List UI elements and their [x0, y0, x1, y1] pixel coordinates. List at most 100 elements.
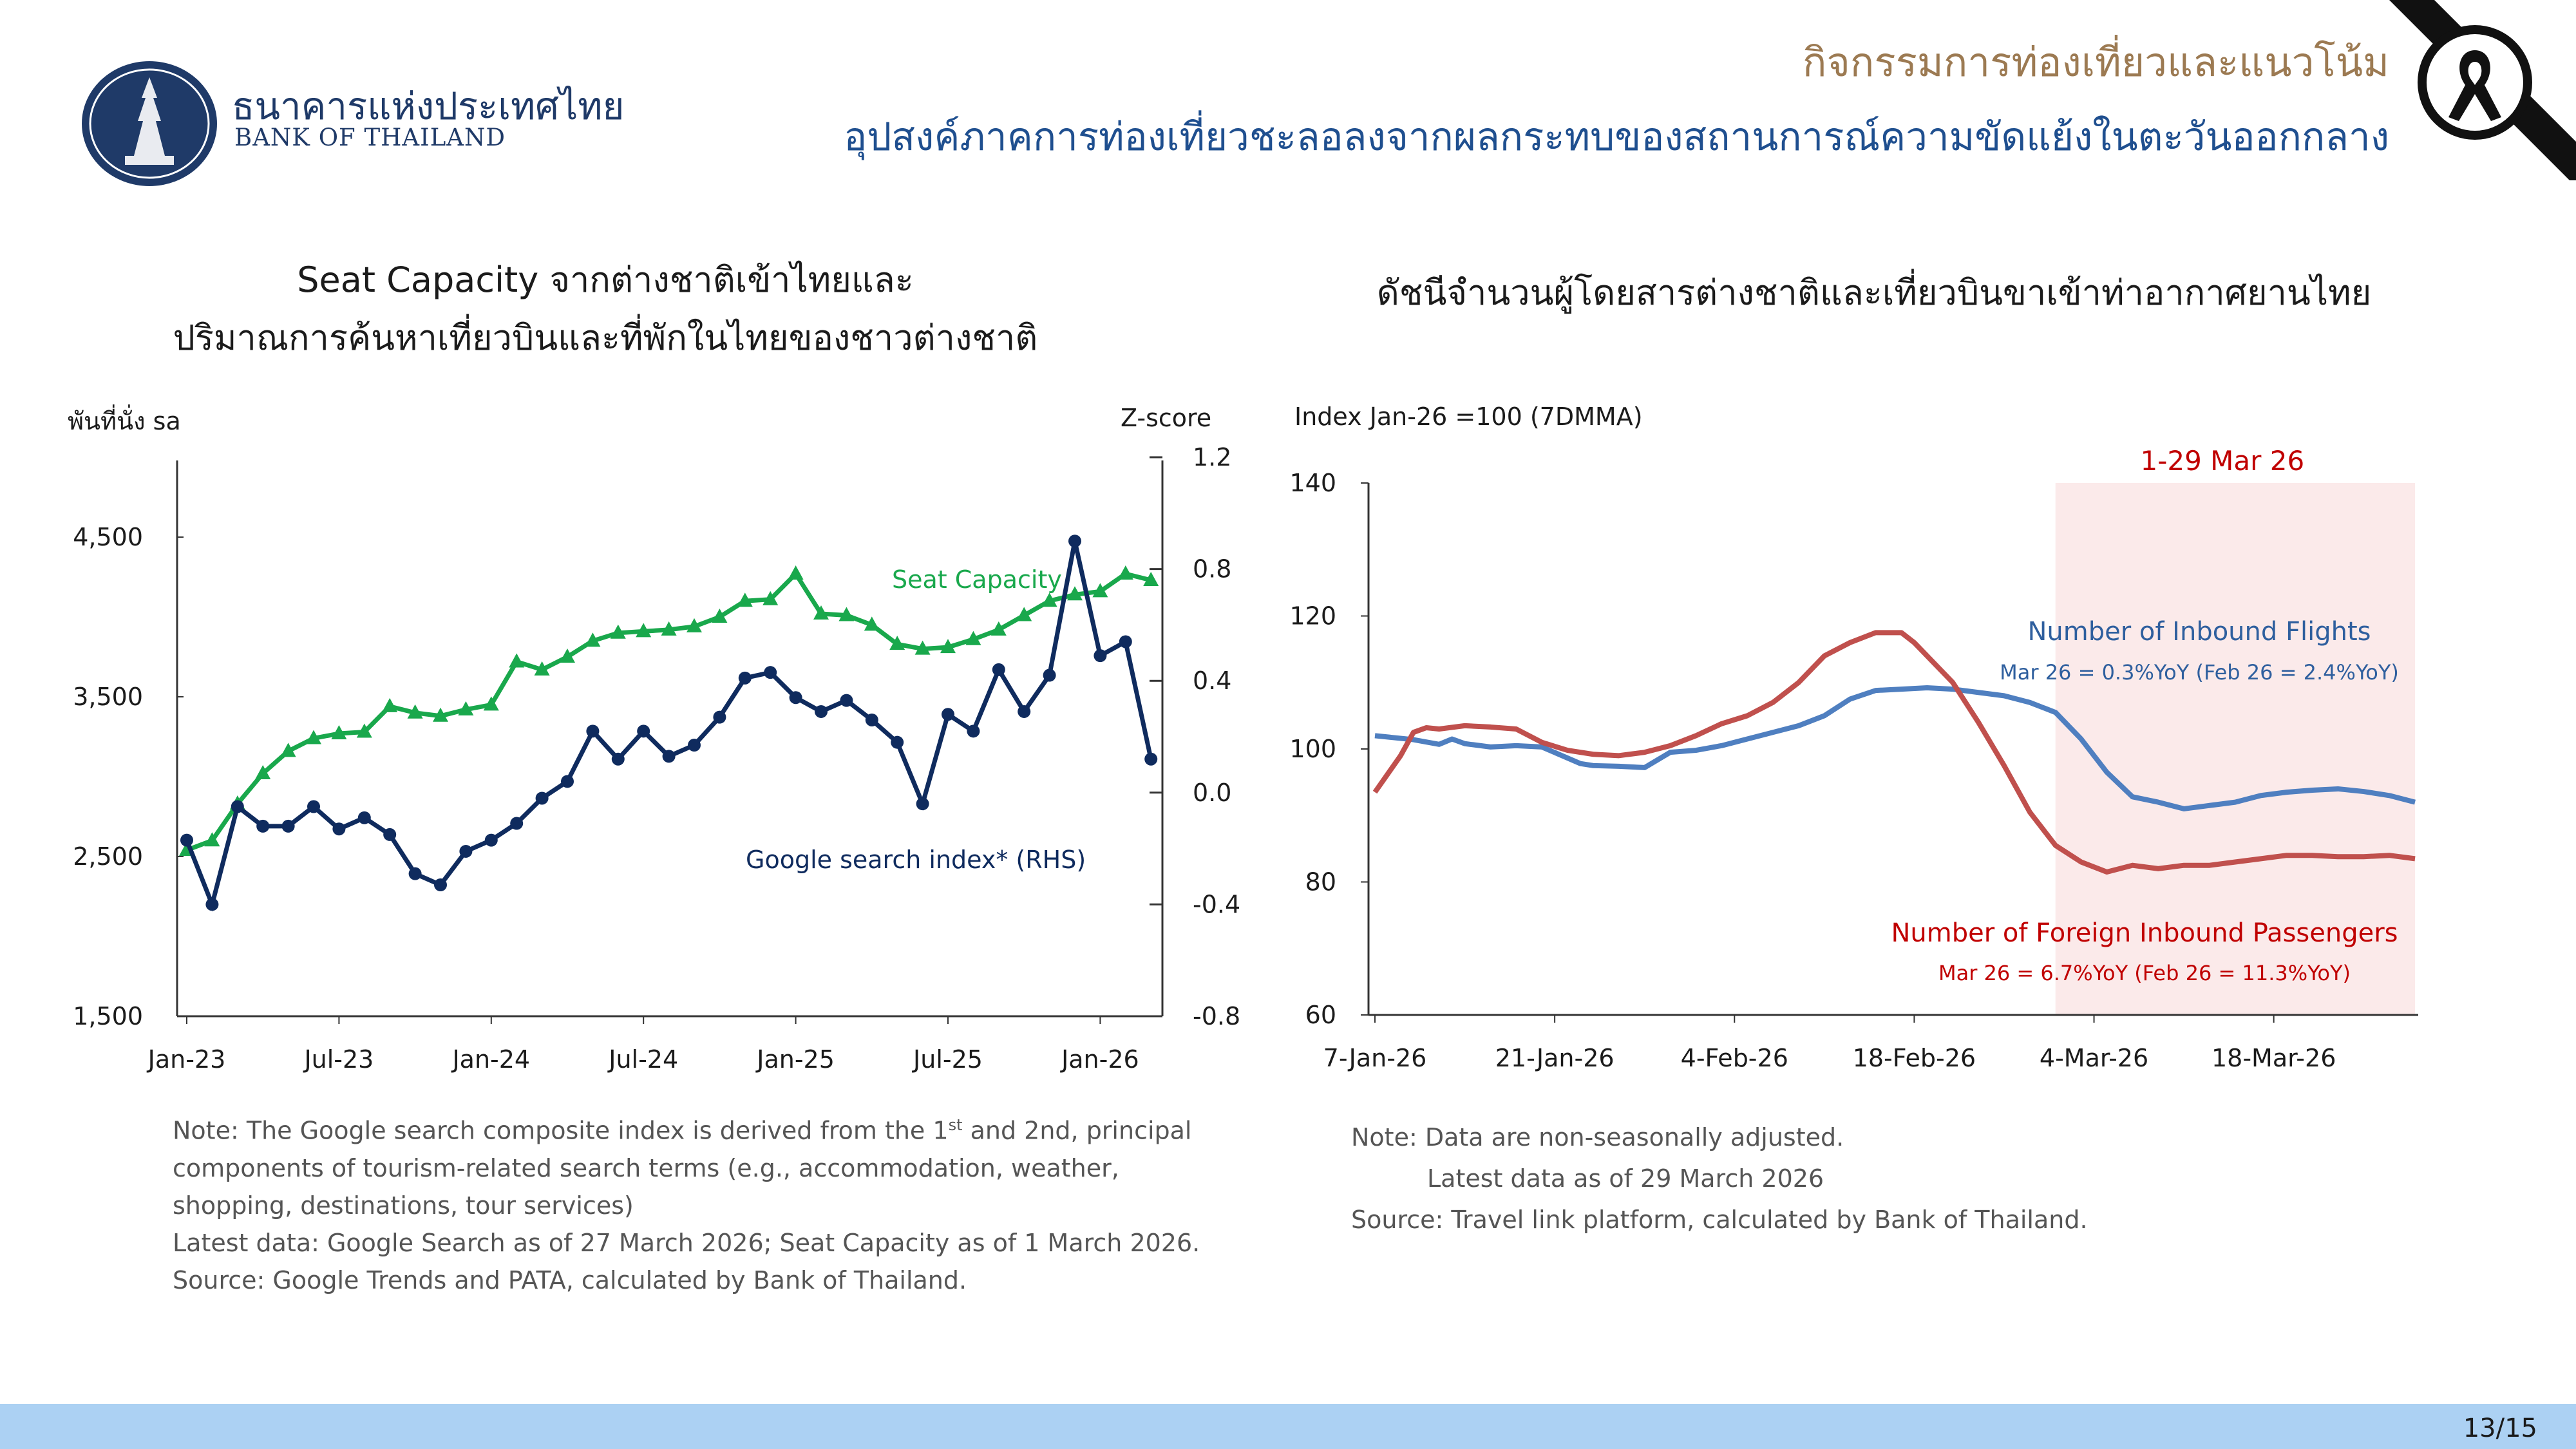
seat-capacity-point — [560, 649, 575, 663]
google-search-point — [459, 844, 473, 858]
google-search-point — [688, 739, 701, 752]
right-y-tick-label: 0.8 — [1193, 555, 1231, 583]
seat-capacity-point — [864, 616, 880, 631]
seat-capacity-point — [534, 661, 550, 676]
y-tick-label: 120 — [1289, 602, 1336, 630]
google-search-point — [510, 817, 524, 830]
google-search-point — [383, 828, 397, 841]
seat-capacity-point — [280, 743, 296, 757]
y-tick-label: 80 — [1305, 868, 1336, 896]
google-search-point — [789, 691, 802, 705]
seat-capacity-point — [255, 765, 271, 780]
seat-capacity-point — [433, 707, 448, 722]
x-tick-label: Jan-26 — [1060, 1045, 1139, 1074]
google-search-point — [662, 750, 676, 763]
google-search-point — [307, 800, 320, 813]
left-note-line5: Source: Google Trends and PATA, calculat… — [173, 1265, 967, 1294]
google-search-point — [1043, 668, 1056, 682]
left-chart-note: Note: The Google search composite index … — [173, 1106, 1267, 1299]
google-search-point — [180, 833, 193, 847]
x-tick-label: 18-Mar-26 — [2211, 1044, 2336, 1072]
seat-capacity-point — [483, 696, 499, 711]
google-search-point — [764, 666, 777, 679]
google-search-point — [738, 671, 752, 685]
y-tick-label: 100 — [1289, 735, 1336, 763]
footer-bar — [0, 1404, 2576, 1449]
google-search-legend-label: Google search index* (RHS) — [746, 846, 1086, 874]
foreign-passengers-line — [1372, 630, 2416, 875]
seat-capacity-line — [185, 570, 1152, 853]
google-search-point — [1094, 649, 1107, 663]
seat-capacity-point — [1117, 565, 1133, 580]
left-chart-title-line1: Seat Capacity จากต่างชาติเข้าไทยและ — [297, 260, 914, 300]
right-chart-note: Note: Data are non-seasonally adjusted. … — [1351, 1117, 2446, 1240]
google-search-point — [535, 791, 549, 805]
bank-emblem — [82, 61, 217, 186]
seat-capacity-point — [762, 591, 779, 605]
left-chart-title: Seat Capacity จากต่างชาติเข้าไทยและ ปริม… — [155, 251, 1056, 367]
seat-capacity-point — [356, 723, 372, 738]
right-chart-title: ดัชนีจำนวนผู้โดยสารต่างชาติและเที่ยวบินข… — [1376, 272, 2372, 313]
left-note-line4: Latest data: Google Search as of 27 Marc… — [173, 1228, 1200, 1257]
google-search-point — [865, 713, 878, 726]
google-search-point — [434, 878, 447, 892]
seat-capacity-point — [636, 623, 652, 638]
inbound-flights-annotation: Mar 26 = 0.3%YoY (Feb 26 = 2.4%YoY) — [2000, 660, 2399, 685]
y-tick-label: 140 — [1289, 469, 1336, 497]
right-note-line2: Latest data as of 29 March 2026 — [1427, 1164, 1824, 1193]
seat-capacity-point — [331, 725, 347, 740]
google-search-point — [1119, 635, 1132, 649]
google-search-point — [637, 724, 650, 738]
x-tick-label: 4-Feb-26 — [1681, 1044, 1788, 1072]
x-tick-label: 18-Feb-26 — [1853, 1044, 1976, 1072]
seat-capacity-point — [1016, 607, 1032, 621]
seat-capacity-point — [1143, 571, 1159, 586]
x-tick-label: 21-Jan-26 — [1495, 1044, 1615, 1072]
left-y-tick-label: 1,500 — [73, 1002, 143, 1030]
seat-capacity-point — [838, 607, 855, 621]
seat-capacity-legend-label: Seat Capacity — [892, 565, 1062, 594]
seat-capacity-point — [458, 701, 474, 715]
x-tick-label: Jul-24 — [607, 1045, 678, 1074]
google-search-point — [891, 735, 904, 749]
google-search-point — [815, 705, 828, 718]
mourning-ribbon-icon — [2389, 0, 2576, 180]
left-y-tick-label: 4,500 — [73, 523, 143, 551]
section-title: กิจกรรมการท่องเที่ยวและแนวโน้ม — [1802, 39, 2389, 86]
google-search-point — [967, 724, 980, 738]
seat-capacity-point — [712, 609, 728, 623]
left-chart-title-line2: ปริมาณการค้นหาเที่ยวบินและที่พักในไทยของ… — [173, 317, 1038, 358]
google-search-point — [1018, 705, 1031, 718]
seat-capacity-point — [509, 653, 525, 668]
seat-capacity-point — [610, 624, 626, 639]
seat-capacity-chart: พันที่นั่ง sa Z-score 1,500 2,500 3,500 4,500… — [68, 404, 1240, 1074]
bank-name-english: BANK OF THAILAND — [234, 124, 506, 151]
right-y-tick-label: 1.2 — [1193, 443, 1231, 471]
seat-capacity-point — [889, 636, 905, 650]
seat-capacity-point — [1092, 583, 1108, 598]
seat-capacity-point — [204, 832, 220, 847]
google-search-point — [561, 775, 574, 788]
x-tick-label: Jul-25 — [912, 1045, 983, 1074]
google-search-point — [840, 694, 853, 707]
y-tick-label: 60 — [1305, 1001, 1336, 1029]
google-search-point — [942, 708, 954, 721]
left-y-tick-label: 3,500 — [73, 683, 143, 711]
seat-capacity-point — [306, 730, 321, 744]
google-search-point — [231, 800, 244, 813]
foreign-passengers-annotation: Mar 26 = 6.7%YoY (Feb 26 = 11.3%YoY) — [1938, 961, 2351, 985]
right-note-line3: Source: Travel link platform, calculated… — [1351, 1206, 2088, 1234]
google-search-point — [586, 724, 600, 738]
right-y-tick-label: -0.8 — [1193, 1002, 1240, 1030]
google-search-point — [484, 833, 498, 847]
left-y-tick-label: 2,500 — [73, 842, 143, 871]
seat-capacity-point — [914, 640, 931, 655]
google-search-point — [1068, 535, 1081, 548]
seat-capacity-point — [407, 704, 423, 719]
google-search-point — [357, 811, 371, 824]
right-y-axis-label: Z-score — [1121, 404, 1211, 432]
shaded-period-march — [2055, 483, 2415, 1015]
google-search-point — [332, 822, 346, 836]
x-tick-label: Jan-23 — [147, 1045, 226, 1074]
seat-capacity-point — [382, 697, 398, 712]
